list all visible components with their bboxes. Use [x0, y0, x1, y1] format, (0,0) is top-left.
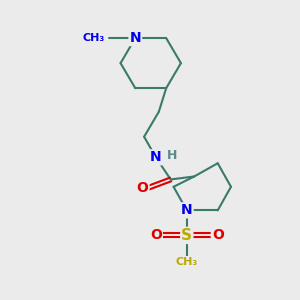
Text: N: N — [181, 203, 193, 218]
Text: CH₃: CH₃ — [176, 257, 198, 267]
Text: O: O — [212, 228, 224, 242]
Text: CH₃: CH₃ — [82, 33, 104, 43]
Text: O: O — [137, 181, 148, 195]
Text: N: N — [130, 31, 141, 45]
Text: H: H — [167, 149, 177, 162]
Text: O: O — [150, 228, 162, 242]
Text: S: S — [181, 228, 192, 243]
Text: N: N — [150, 150, 162, 164]
